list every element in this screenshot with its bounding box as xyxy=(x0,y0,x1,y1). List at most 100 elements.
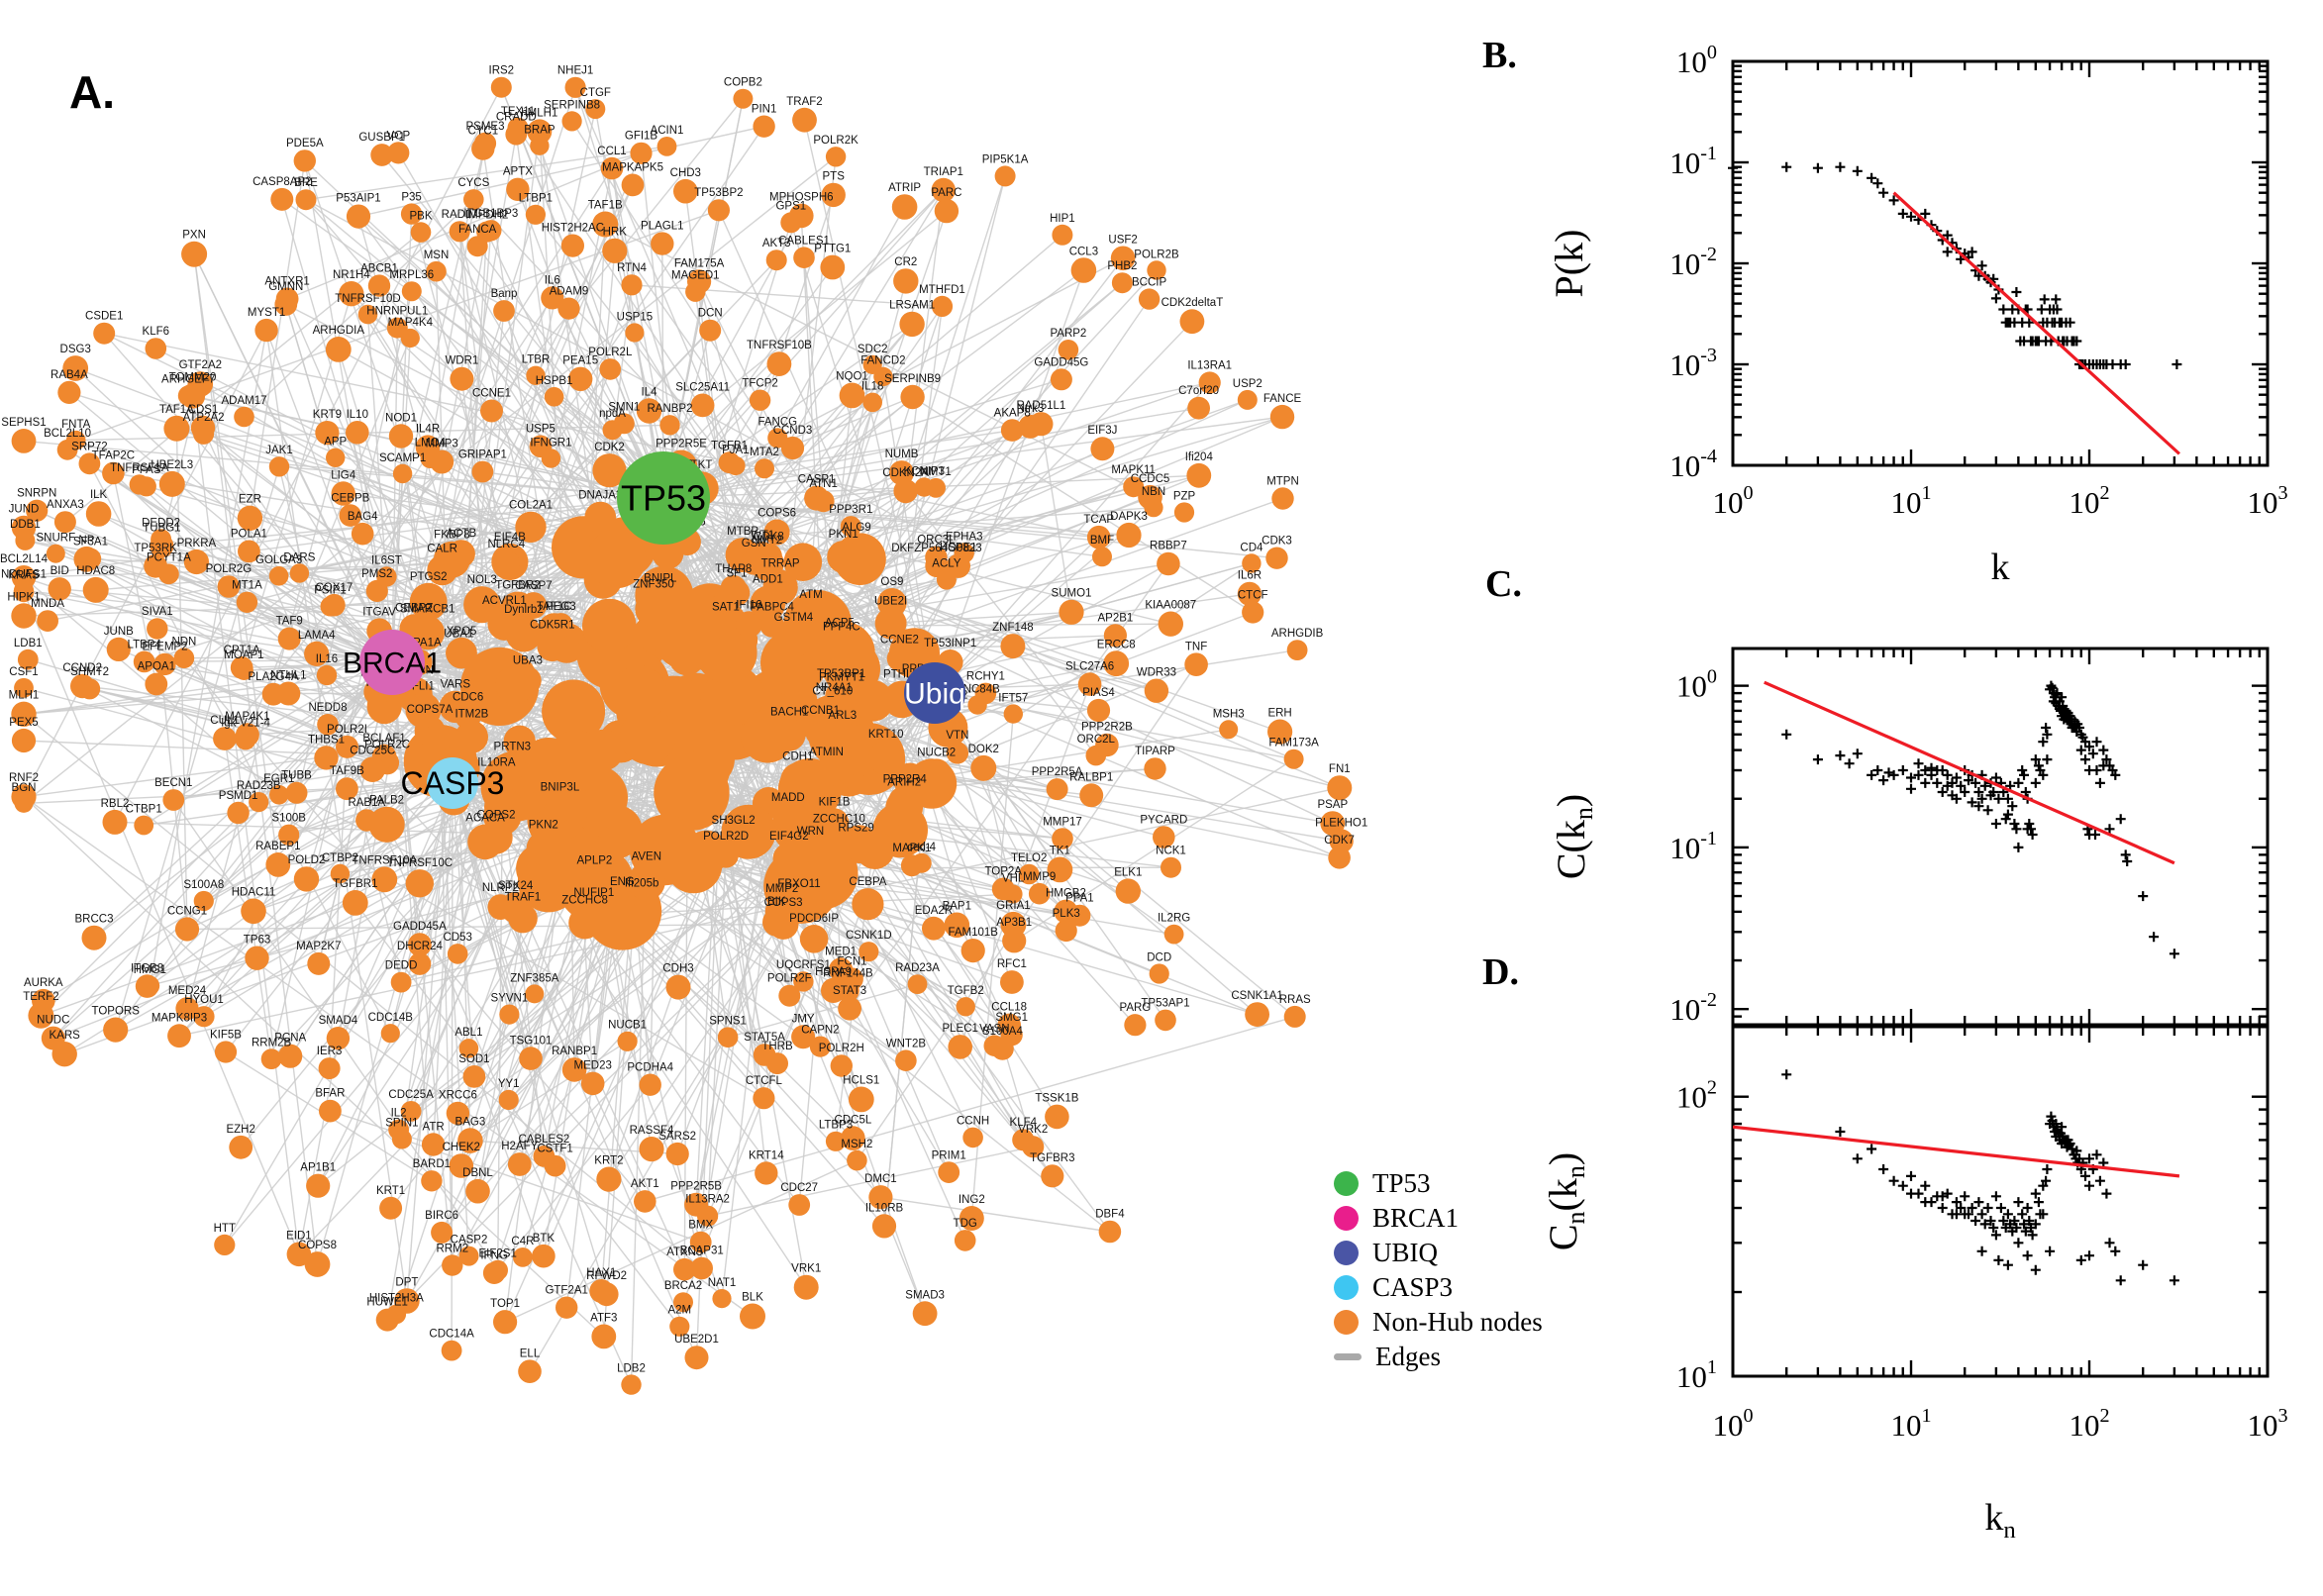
non-hub-node xyxy=(450,366,474,391)
non-hub-node xyxy=(561,1057,587,1082)
legend-label: UBIQ xyxy=(1372,1238,1438,1267)
non-hub-node xyxy=(32,988,55,1013)
non-hub-node xyxy=(602,238,628,263)
non-hub-node xyxy=(462,1065,486,1088)
node-label: IL16 xyxy=(316,653,338,665)
node-label: Ifi204 xyxy=(1185,451,1214,463)
non-hub-node xyxy=(315,421,340,446)
node-label: HMGB2 xyxy=(1046,888,1086,900)
node-label: TAF9 xyxy=(276,616,303,628)
non-hub-node xyxy=(1018,414,1043,439)
node-label: IL4 xyxy=(642,386,658,398)
node-label: NCK1 xyxy=(1156,846,1186,857)
node-label: CD53 xyxy=(443,932,471,944)
node-label: PZP xyxy=(1173,490,1196,502)
node-label: TGFBR2 xyxy=(495,580,540,592)
node-label: TAF1B xyxy=(588,200,623,212)
node-label: MAPK1 xyxy=(892,843,931,854)
node-label: CEBPB xyxy=(331,492,369,504)
node-label: DDB1 xyxy=(10,519,41,531)
node-label: CASP8AP2 xyxy=(252,176,311,188)
non-hub-node xyxy=(874,607,907,640)
non-hub-node xyxy=(431,1221,454,1244)
node-label: AKT1 xyxy=(631,1178,659,1190)
non-hub-node xyxy=(697,1205,719,1227)
non-hub-node xyxy=(824,629,856,660)
node-label: ACVRL1 xyxy=(482,595,527,607)
node-label: RRAS xyxy=(1279,994,1311,1006)
non-hub-node xyxy=(561,111,582,132)
hub-label-ubiq: Ubiq xyxy=(904,678,965,711)
node-label: CTBP2 xyxy=(322,852,358,864)
non-hub-node xyxy=(635,590,672,628)
node-label: APP xyxy=(324,437,347,449)
axis-text: 10-1 xyxy=(1669,143,1717,180)
non-hub-node xyxy=(820,254,846,280)
node-label: WNT2B xyxy=(886,1038,927,1049)
node-label: A2M xyxy=(667,1305,691,1317)
node-label: CASP2 xyxy=(451,1235,488,1247)
node-label: GFI1B xyxy=(625,131,658,143)
non-hub-node xyxy=(749,389,771,411)
axis-text: C(kn) xyxy=(1549,794,1598,879)
node-label: RAB1A xyxy=(348,797,385,809)
non-hub-node xyxy=(498,1089,519,1110)
node-label: IL6R xyxy=(1238,570,1262,582)
non-hub-node xyxy=(914,477,934,497)
node-label: RBL2 xyxy=(101,798,130,810)
node-label: PRIM1 xyxy=(932,1149,966,1161)
node-label: CR2 xyxy=(894,256,917,268)
non-hub-node xyxy=(617,1031,638,1051)
non-hub-node xyxy=(79,548,102,570)
node-label: JAK1 xyxy=(265,445,293,456)
node-label: CTGF xyxy=(580,87,611,99)
node-label: MTBP xyxy=(727,526,758,538)
node-label: CDKN2A xyxy=(882,467,929,479)
node-label: POLR2L xyxy=(588,347,633,358)
non-hub-node xyxy=(421,1170,443,1192)
non-hub-node xyxy=(506,177,530,201)
non-hub-node xyxy=(342,890,368,916)
non-hub-node xyxy=(1144,678,1169,703)
node-label: ZNF350 xyxy=(633,579,674,591)
node-label: VCP xyxy=(386,130,410,142)
node-label: EIF4B xyxy=(494,532,526,544)
node-label: TUBB xyxy=(281,770,312,782)
node-label: SLC27A6 xyxy=(1065,660,1114,672)
node-label: CTCF xyxy=(1238,589,1268,601)
node-label: PEG3 xyxy=(546,601,576,613)
non-hub-node xyxy=(214,1234,236,1255)
node-label: IMPDH2 xyxy=(465,210,508,222)
node-label: CASP1 xyxy=(798,474,836,486)
non-hub-node xyxy=(797,601,825,629)
non-hub-node xyxy=(380,1024,400,1044)
node-label: MSN xyxy=(424,249,450,261)
non-hub-node xyxy=(762,908,791,937)
non-hub-node xyxy=(1041,1164,1064,1188)
non-hub-node xyxy=(507,1152,532,1176)
node-label: AKAP8 xyxy=(994,407,1031,419)
non-hub-node xyxy=(956,997,975,1017)
plot-frame xyxy=(1731,647,2270,1027)
node-label: PHB2 xyxy=(1107,260,1137,272)
node-label: DNAJA3 xyxy=(578,490,622,502)
panel-d-label: D. xyxy=(1482,951,1519,993)
node-label: UBE2I xyxy=(874,596,907,608)
non-hub-node xyxy=(193,890,214,912)
node-label: PEA15 xyxy=(562,355,598,367)
non-hub-node xyxy=(841,1126,865,1150)
non-hub-node xyxy=(392,463,413,484)
non-hub-node xyxy=(736,611,762,639)
network-nodes xyxy=(11,76,1354,1395)
node-label: RFC1 xyxy=(997,958,1027,970)
node-label: CCL1 xyxy=(597,146,626,157)
node-label: PDCD6IP xyxy=(789,913,839,925)
non-hub-node xyxy=(755,1161,778,1185)
non-hub-node xyxy=(753,115,775,138)
node-label: HSPA9 xyxy=(815,966,852,978)
node-label: TGFBR3 xyxy=(1030,1152,1074,1164)
node-label: TOPORS xyxy=(92,1006,141,1018)
node-label: SPIN1 xyxy=(385,1118,418,1130)
node-label: SNURF xyxy=(36,533,75,545)
node-label: CALR xyxy=(427,544,457,555)
